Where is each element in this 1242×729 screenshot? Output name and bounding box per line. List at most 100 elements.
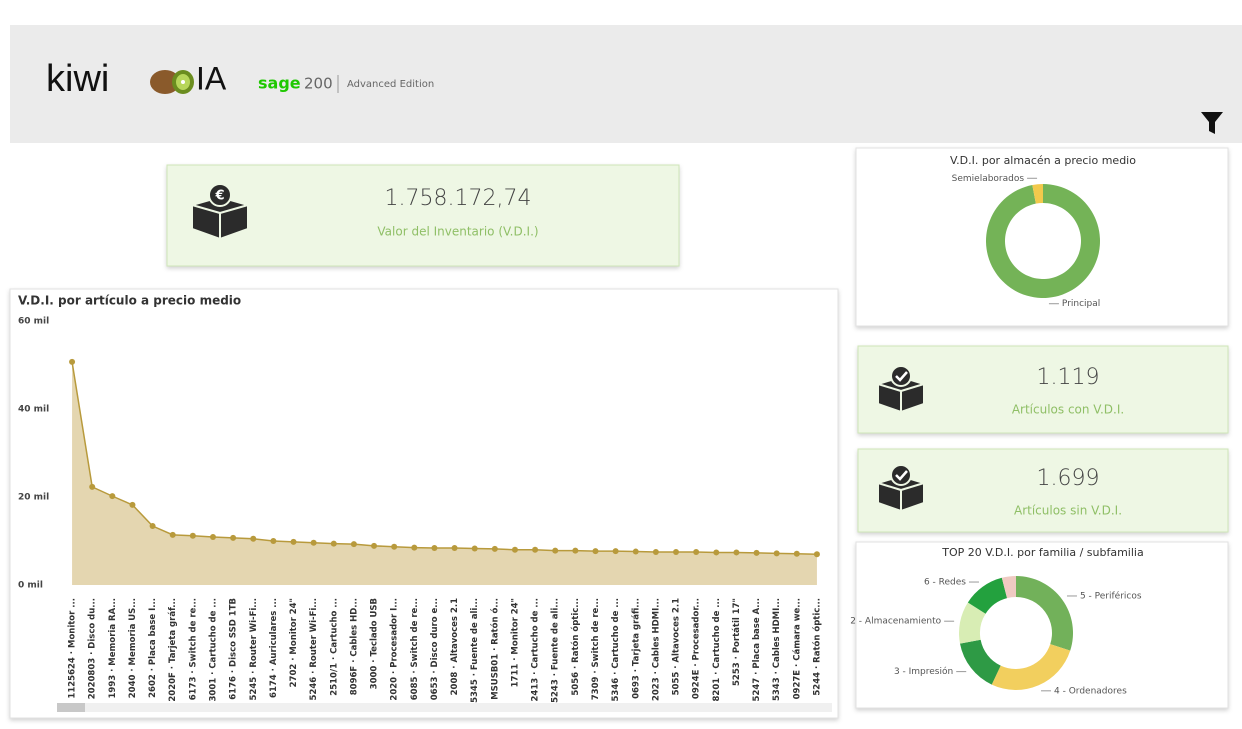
point [451, 545, 458, 552]
line [71, 361, 817, 555]
x-tick-label: 5243 · Fuente de ali... [551, 598, 561, 703]
point [189, 532, 196, 539]
point [330, 540, 337, 547]
point [673, 549, 680, 555]
point [592, 548, 599, 555]
x-tick-label: 3001 · Cartucho de ... [208, 598, 218, 701]
donut-label: 4 - Ordenadores [1054, 686, 1127, 696]
kpi-label: Artículos sin V.D.I. [1014, 504, 1122, 518]
chart-card [9, 288, 839, 719]
kpi-card [166, 164, 680, 267]
x-tick-label: 8201 · Cartucho de ... [712, 598, 722, 701]
donut-segment [959, 602, 986, 644]
donut-segment [967, 577, 1008, 614]
point [371, 542, 378, 549]
x-tick-label: 1125624 · Monitor ... [68, 598, 78, 699]
x-tick-label: 3000 · Teclado USB [370, 598, 380, 689]
point [471, 545, 478, 552]
check-box-icon [874, 365, 928, 414]
x-tick-label: 0924E · Procesador... [692, 598, 702, 699]
point [773, 550, 780, 557]
x-tick-label: 1711 · Monitor 24" [510, 598, 520, 687]
point [149, 523, 156, 530]
x-tick-label: 2008 · Altavoces 2.1 [450, 598, 460, 695]
y-tick-label: 0 mil [18, 581, 43, 591]
point [391, 543, 398, 550]
donut-segment [1032, 184, 1043, 204]
x-tick-label: 7309 · Switch de re... [591, 598, 601, 700]
donut-label: Principal [1062, 299, 1100, 309]
point [793, 550, 800, 557]
x-tick-label: 2020 · Procesador I... [390, 598, 400, 701]
scrollbar[interactable] [57, 703, 832, 712]
x-tick-label: 5244 · Ratón óptic... [811, 598, 822, 696]
point [813, 551, 820, 558]
header-band [10, 25, 1242, 143]
point [270, 538, 277, 544]
point [632, 548, 639, 555]
chart-title: TOP 20 V.D.I. por familia / subfamilia [941, 546, 1143, 559]
x-tick-label: 5246 · Router Wi-Fi... [309, 598, 319, 700]
x-tick-label: 0927E · Cámara we... [792, 598, 802, 699]
point [713, 549, 720, 556]
donut-label: Semielaborados [952, 174, 1025, 184]
point [230, 534, 237, 541]
kpi-value: 1.119 [1037, 365, 1100, 390]
point [753, 549, 760, 556]
donut-label: 3 - Impresión [894, 666, 953, 677]
x-tick-label: 5245 · Router Wi-Fi... [249, 598, 259, 700]
donut-segment [960, 639, 1001, 685]
point [209, 534, 216, 541]
point [411, 544, 418, 551]
x-tick-label: 5247 · Placa base A... [752, 598, 762, 701]
y-tick-label: 60 mil [18, 317, 49, 327]
brand-version: 200 [304, 75, 333, 93]
kpi-label: Valor del Inventario (V.D.I.) [377, 225, 538, 239]
donut-segment [985, 184, 1101, 298]
x-tick-label: 5343 · Cables HDMI... [772, 598, 782, 701]
donut-segment [1016, 576, 1073, 651]
logo-ia: IA [196, 60, 227, 96]
point [511, 546, 518, 553]
edition: Advanced Edition [347, 79, 434, 90]
kpi-label: Artículos con V.D.I. [1012, 403, 1124, 417]
kiwi-icon [150, 70, 194, 94]
x-tick-label: 2602 · Placa base I... [148, 598, 158, 698]
donut-segment [1001, 576, 1016, 599]
x-tick-label: 2020803 · Disco du... [88, 598, 98, 699]
point [572, 547, 579, 554]
scrollbar-thumb[interactable] [57, 703, 85, 712]
logo-kiwi: kiwi [46, 58, 109, 100]
kpi-value: 1.758.172,74 [385, 186, 532, 211]
point [129, 501, 136, 508]
y-tick-label: 20 mil [18, 493, 49, 503]
x-tick-label: 5346 · Cartucho de ... [611, 598, 621, 701]
x-tick-label: 5253 · Portátil 17" [732, 598, 742, 686]
x-tick-label: 2020F · Tarjeta gráf... [168, 598, 178, 702]
kpi-value: 1.699 [1037, 466, 1100, 491]
check-box-icon [874, 464, 928, 513]
point [250, 535, 257, 542]
point [532, 546, 539, 553]
x-tick-label: 8096F · Cables HD... [349, 598, 359, 695]
point [109, 493, 116, 500]
x-tick-label: 2510/1 · Cartucho ... [329, 598, 339, 696]
point [431, 545, 438, 552]
x-tick-label: 6176 · Disco SSD 1TB [229, 598, 239, 700]
point [290, 538, 297, 545]
x-tick-label: 6173 · Switch de re... [188, 598, 198, 700]
donut-label: 2 - Almacenamiento [850, 617, 941, 627]
point [69, 358, 76, 365]
point [169, 531, 176, 538]
x-tick-label: 6174 · Auriculares ... [269, 598, 279, 698]
svg-text:€: € [214, 189, 224, 204]
x-tick-label: 0693 · Tarjeta gráfi... [631, 598, 641, 699]
filter-icon[interactable] [1201, 112, 1223, 134]
point [89, 483, 96, 490]
point [652, 549, 659, 555]
donut-label: 6 - Redes [924, 578, 966, 588]
chart-title: V.D.I. por almacén a precio medio [950, 154, 1136, 167]
x-tick-label: 5345 · Fuente de ali... [470, 598, 480, 703]
x-tick-label: 5055 · Altavoces 2.1 [672, 598, 682, 695]
